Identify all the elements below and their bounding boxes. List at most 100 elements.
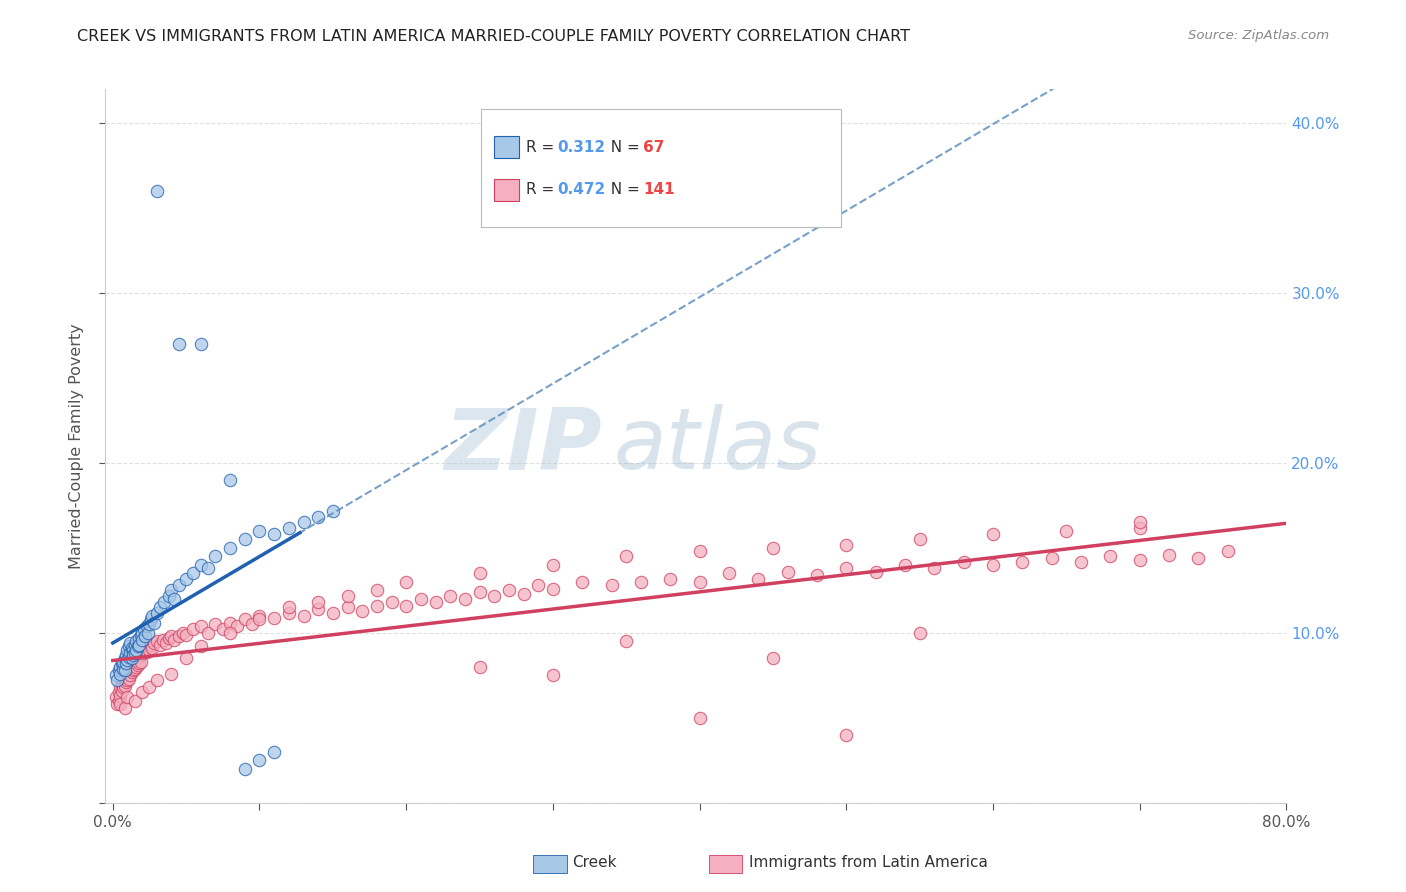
Point [115, 648, 138, 662]
Point [211, 623, 233, 637]
Point [152, 632, 174, 647]
Point [146, 184, 169, 198]
Point [157, 631, 180, 645]
Point [835, 728, 858, 742]
Point [454, 591, 477, 606]
Point [204, 617, 226, 632]
Point [163, 591, 186, 606]
Point [352, 604, 374, 618]
Point [894, 558, 917, 572]
Point [132, 623, 155, 637]
Point [249, 608, 271, 623]
Point [131, 685, 153, 699]
Text: atlas: atlas [613, 404, 821, 488]
Point [121, 651, 143, 665]
Point [172, 626, 194, 640]
Point [107, 694, 129, 708]
Point [108, 666, 131, 681]
Point [527, 578, 550, 592]
Point [468, 660, 491, 674]
Point [139, 612, 162, 626]
Point [689, 544, 711, 558]
Point [121, 660, 143, 674]
Point [1099, 549, 1122, 564]
Point [114, 679, 136, 693]
Point [142, 636, 165, 650]
Point [118, 640, 141, 654]
Point [167, 629, 190, 643]
Point [908, 533, 931, 547]
Point [117, 690, 139, 705]
Point [865, 565, 887, 579]
Point [124, 657, 146, 671]
Point [160, 629, 183, 643]
Point [121, 665, 143, 679]
Point [439, 589, 461, 603]
Point [409, 591, 432, 606]
Point [366, 583, 388, 598]
Point [380, 595, 402, 609]
Point [117, 668, 139, 682]
Point [160, 666, 183, 681]
Point [112, 662, 135, 676]
Point [233, 762, 256, 776]
Point [122, 663, 145, 677]
Point [127, 651, 149, 665]
Point [136, 626, 159, 640]
Point [117, 673, 139, 688]
Point [484, 589, 506, 603]
Point [183, 623, 205, 637]
Point [124, 646, 146, 660]
Point [292, 516, 315, 530]
Point [614, 634, 637, 648]
Point [138, 643, 160, 657]
Point [336, 600, 359, 615]
Point [1129, 553, 1152, 567]
Y-axis label: Married-Couple Family Poverty: Married-Couple Family Poverty [69, 323, 84, 569]
Point [1216, 544, 1239, 558]
Point [112, 673, 135, 688]
Point [114, 700, 136, 714]
Point [128, 638, 150, 652]
Point [124, 694, 146, 708]
Point [157, 589, 180, 603]
Point [277, 600, 299, 615]
Point [233, 533, 256, 547]
Point [952, 555, 974, 569]
Point [307, 510, 329, 524]
Point [139, 638, 162, 652]
Point [277, 606, 299, 620]
Point [129, 655, 152, 669]
Point [197, 626, 219, 640]
Point [115, 668, 138, 682]
Point [122, 643, 145, 657]
Point [747, 572, 769, 586]
Point [468, 566, 491, 581]
Text: R =: R = [526, 183, 560, 197]
Point [277, 520, 299, 534]
Point [108, 680, 131, 694]
Point [1159, 548, 1181, 562]
Text: Creek: Creek [572, 855, 617, 870]
Point [541, 668, 564, 682]
Point [425, 595, 447, 609]
Point [120, 668, 142, 682]
Point [134, 641, 156, 656]
Point [117, 643, 139, 657]
Point [219, 541, 242, 555]
Point [190, 640, 212, 654]
Text: 67: 67 [643, 140, 664, 154]
Point [924, 561, 946, 575]
Text: N =: N = [600, 183, 644, 197]
Text: Source: ZipAtlas.com: Source: ZipAtlas.com [1188, 29, 1329, 42]
Point [129, 627, 152, 641]
Point [322, 606, 344, 620]
Point [132, 643, 155, 657]
Point [174, 627, 197, 641]
Point [114, 670, 136, 684]
Point [263, 527, 285, 541]
Point [512, 587, 534, 601]
Point [498, 583, 520, 598]
Point [117, 653, 139, 667]
Point [395, 599, 418, 613]
